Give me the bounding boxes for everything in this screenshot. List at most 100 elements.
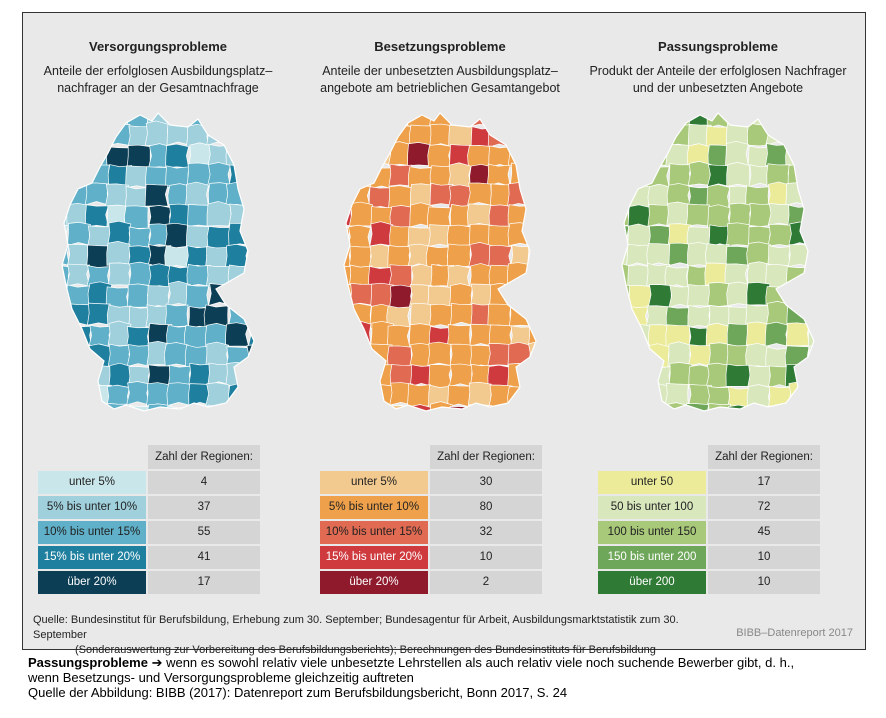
panel-subtitle: Anteile der unbesetzten Ausbildungsplatz…: [305, 63, 575, 97]
map-region: [628, 285, 653, 308]
map-region: [804, 123, 814, 147]
map-region: [64, 163, 89, 186]
map-region: [344, 282, 353, 309]
map-region: [447, 162, 472, 188]
map-region: [349, 386, 374, 410]
map-region: [66, 113, 91, 127]
map-region: [246, 383, 254, 409]
map-region: [626, 243, 650, 267]
map-region: [64, 403, 89, 411]
map-region: [428, 303, 453, 328]
map-region: [528, 402, 536, 411]
legend-count: 2: [430, 571, 542, 594]
map-region: [528, 361, 536, 387]
legend-count: 17: [148, 571, 260, 594]
map-region: [622, 145, 631, 168]
map-region: [687, 304, 712, 328]
map-region: [344, 243, 352, 269]
map-region: [487, 224, 512, 248]
map-region: [666, 201, 691, 226]
legend-label: unter 50: [598, 471, 706, 494]
map-region: [622, 186, 632, 210]
map-region: [347, 320, 372, 346]
map-region: [466, 203, 492, 227]
legend-label: 150 bis unter 200: [598, 546, 706, 569]
subtitle-line: und der unbesetzten Angebote: [632, 81, 804, 95]
legend-label: 50 bis unter 100: [598, 496, 706, 519]
map-region: [490, 113, 515, 128]
legend-count: 41: [148, 546, 260, 569]
map-region: [447, 384, 471, 408]
panel-title: Passungsprobleme: [658, 39, 778, 54]
panel-versorgung: Versorgungsprobleme Anteile der erfolglo…: [23, 13, 293, 613]
map-region: [369, 120, 394, 146]
map-region: [344, 362, 353, 387]
map-region: [508, 285, 533, 309]
map-region: [66, 343, 91, 367]
map-region: [806, 283, 814, 308]
legend-label: 5% bis unter 10%: [320, 496, 428, 519]
map-region: [347, 400, 372, 411]
map-region: [425, 245, 451, 269]
source-line: (Sonderauswertung zur Vorbereitung des B…: [75, 644, 656, 656]
map-region: [245, 161, 254, 187]
map-region: [507, 222, 534, 247]
map-region: [164, 245, 190, 268]
map-region: [725, 363, 751, 387]
legend-label: über 200: [598, 571, 706, 594]
map-region: [245, 243, 254, 268]
legend-label: 15% bis unter 20%: [38, 546, 146, 569]
map-region: [62, 182, 71, 208]
map-region: [244, 144, 254, 168]
panel-subtitle: Produkt der Anteile der erfolglosen Nach…: [583, 63, 853, 97]
map-region: [225, 322, 250, 347]
map-region: [85, 163, 110, 187]
map-region: [146, 382, 170, 407]
map-region: [807, 402, 814, 411]
map-region: [446, 323, 471, 347]
map-region: [407, 142, 431, 167]
map-region: [107, 262, 132, 286]
map-region: [467, 381, 492, 407]
map-region: [448, 406, 473, 411]
map-region: [646, 243, 672, 267]
map-region: [67, 221, 91, 246]
subtitle-line: Anteile der erfolglosen Ausbildungsplatz…: [43, 64, 273, 78]
figure-frame: Versorgungsprobleme Anteile der erfolglo…: [22, 12, 866, 656]
map-region: [369, 221, 394, 247]
map-region: [145, 166, 170, 190]
map-region: [746, 384, 772, 410]
map-region: [350, 125, 375, 150]
map-region: [786, 123, 811, 149]
map-region: [344, 401, 355, 411]
map-region: [186, 225, 210, 249]
map-region: [468, 242, 493, 267]
brand-label: BIBB–Datenreport 2017: [736, 627, 853, 639]
map-region: [244, 202, 254, 226]
legend-label: unter 5%: [320, 471, 428, 494]
map-region: [64, 361, 90, 387]
legend-count: 37: [148, 496, 260, 519]
map-region: [805, 245, 814, 270]
map-region: [767, 223, 793, 247]
map-region: [65, 381, 89, 408]
map-region: [487, 303, 512, 327]
map-region: [62, 143, 71, 169]
legend-count: 17: [708, 471, 820, 494]
map-region: [369, 403, 394, 411]
map-region: [246, 402, 254, 411]
map-region: [527, 384, 536, 408]
map-region: [765, 121, 790, 146]
map-region: [367, 113, 392, 128]
legend-count: 32: [430, 521, 542, 544]
country-outline: [61, 112, 255, 412]
legend-label: unter 5%: [38, 471, 146, 494]
map-region: [622, 113, 630, 129]
map-region: [166, 382, 191, 406]
map-region: [408, 404, 433, 411]
map-region: [389, 284, 413, 309]
subtitle-line: angebote am betrieblichen Gesamtangebot: [320, 81, 560, 95]
map-region: [344, 161, 354, 187]
map-region: [804, 163, 814, 187]
legend-count: 45: [708, 521, 820, 544]
